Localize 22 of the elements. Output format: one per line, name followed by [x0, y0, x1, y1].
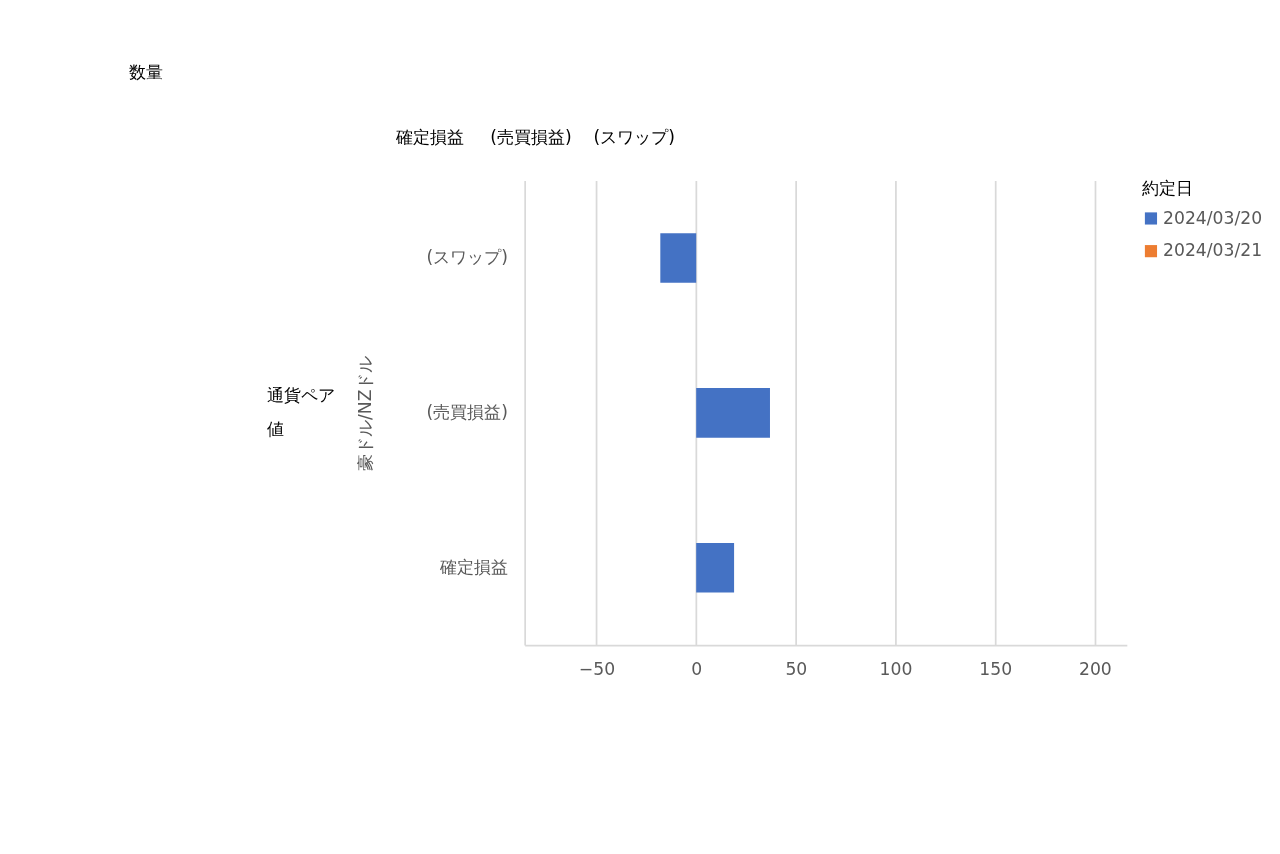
- legend-label: 2024/03/20: [1163, 207, 1263, 228]
- y-tick-label: (売買損益): [426, 402, 508, 423]
- legend-title: 約定日: [1142, 178, 1194, 199]
- text: 通貨ペア: [266, 384, 335, 405]
- y-axis-title: 豪ドル/NZドル: [354, 355, 375, 472]
- y-tick-label: 確定損益: [438, 556, 508, 577]
- x-tick-label: 200: [1079, 658, 1112, 679]
- x-tick-label: 50: [785, 658, 808, 679]
- bar: [660, 233, 697, 283]
- x-tick-label: 0: [691, 658, 703, 679]
- text: 値: [266, 419, 284, 440]
- y-tick-label: (スワップ): [426, 247, 508, 268]
- text: (スワップ): [593, 126, 675, 147]
- text: 確定損益: [394, 126, 464, 147]
- bar: [696, 542, 735, 593]
- text: (売買損益): [490, 126, 572, 147]
- x-tick-label: 150: [979, 658, 1013, 679]
- legend-label: 2024/03/21: [1163, 240, 1263, 261]
- text: 数量: [129, 62, 164, 83]
- x-tick-label: 100: [879, 658, 913, 679]
- bar: [696, 388, 770, 438]
- x-tick-label: −50: [578, 658, 616, 679]
